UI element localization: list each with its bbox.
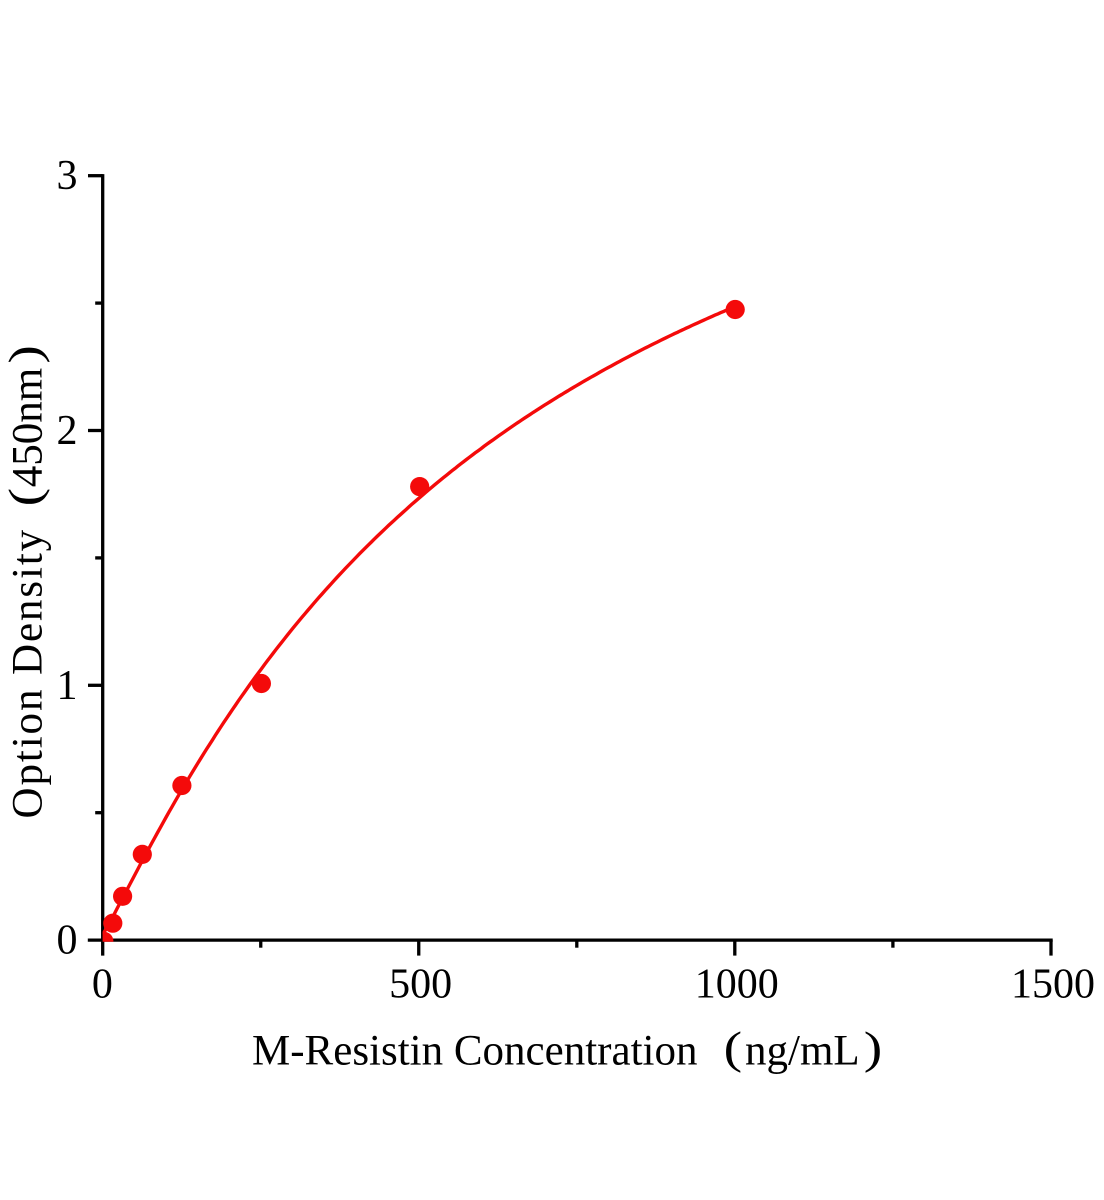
svg-text:): ) [864, 1022, 883, 1073]
svg-text:3: 3 [57, 153, 78, 199]
svg-text:2: 2 [57, 408, 78, 454]
svg-text:Option Density: Option Density [4, 528, 51, 819]
svg-text:1000: 1000 [695, 962, 779, 1008]
svg-text:500: 500 [389, 962, 452, 1008]
svg-text:450nm: 450nm [4, 368, 51, 487]
svg-text:0: 0 [57, 918, 78, 964]
svg-text:(: ( [724, 1022, 743, 1073]
svg-text:1500: 1500 [1011, 962, 1095, 1008]
svg-text:): ) [0, 345, 50, 364]
svg-text:1: 1 [57, 663, 78, 709]
svg-text:(: ( [0, 488, 50, 507]
svg-text:M-Resistin Concentration: M-Resistin Concentration [252, 1027, 697, 1074]
svg-text:ng/mL: ng/mL [745, 1027, 860, 1074]
svg-text:0: 0 [92, 962, 113, 1008]
